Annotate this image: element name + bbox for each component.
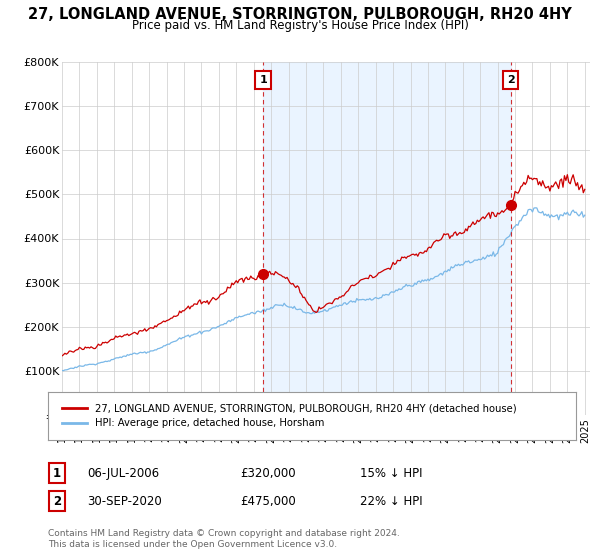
Text: 1: 1: [259, 74, 267, 85]
Text: 22% ↓ HPI: 22% ↓ HPI: [360, 494, 422, 508]
Text: £320,000: £320,000: [240, 466, 296, 480]
Text: 1: 1: [53, 466, 61, 480]
Legend: 27, LONGLAND AVENUE, STORRINGTON, PULBOROUGH, RH20 4HY (detached house), HPI: Av: 27, LONGLAND AVENUE, STORRINGTON, PULBOR…: [58, 399, 521, 432]
Text: 2: 2: [53, 494, 61, 508]
Text: 15% ↓ HPI: 15% ↓ HPI: [360, 466, 422, 480]
Text: 2: 2: [507, 74, 515, 85]
Text: £475,000: £475,000: [240, 494, 296, 508]
Bar: [263, 62, 511, 415]
Text: 06-JUL-2006: 06-JUL-2006: [87, 466, 159, 480]
Text: Price paid vs. HM Land Registry's House Price Index (HPI): Price paid vs. HM Land Registry's House …: [131, 19, 469, 32]
Text: 30-SEP-2020: 30-SEP-2020: [87, 494, 162, 508]
Text: Contains HM Land Registry data © Crown copyright and database right 2024.
This d: Contains HM Land Registry data © Crown c…: [48, 529, 400, 549]
Text: 27, LONGLAND AVENUE, STORRINGTON, PULBOROUGH, RH20 4HY: 27, LONGLAND AVENUE, STORRINGTON, PULBOR…: [28, 7, 572, 22]
